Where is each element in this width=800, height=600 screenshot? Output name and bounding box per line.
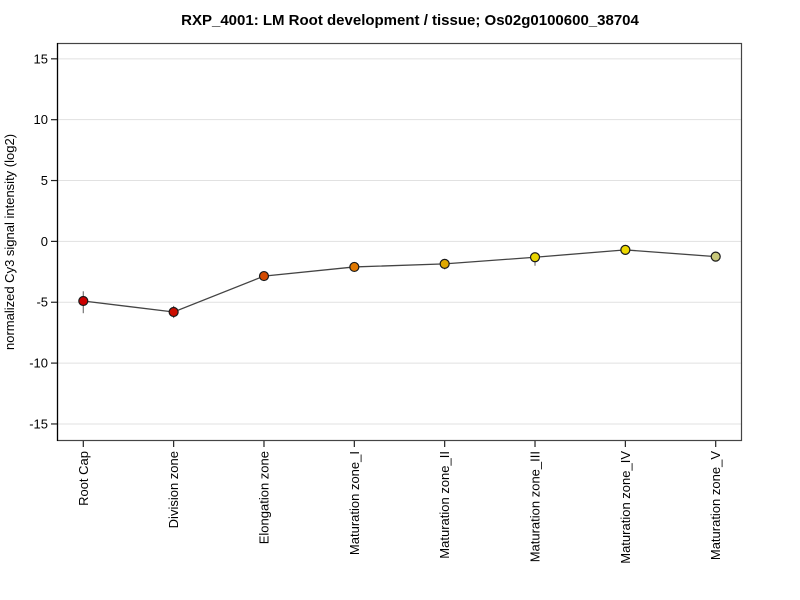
x-tick-label: Elongation zone — [256, 451, 271, 544]
data-point — [168, 306, 179, 318]
x-tick-label: Maturation zone_II — [437, 451, 452, 559]
x-tick-label: Maturation zone_V — [708, 451, 723, 560]
data-point — [78, 295, 89, 307]
series-line — [83, 249, 716, 313]
axis-layer — [51, 42, 743, 447]
data-point — [620, 244, 631, 256]
y-tick-label: 15 — [34, 51, 48, 66]
tick-label-layer: -15 -10 -5 0 5 10 15 Root Cap Division zone Elong… — [29, 51, 723, 563]
y-tick-label: 5 — [41, 173, 48, 188]
chart-title: RXP_4001: LM Root development / tissue; … — [181, 12, 639, 29]
grid-layer — [57, 58, 742, 425]
x-tick-label: Root Cap — [76, 451, 91, 506]
x-tick-label: Maturation zone_III — [528, 451, 543, 562]
x-tick-label: Maturation zone_IV — [618, 451, 633, 564]
data-point — [258, 270, 270, 282]
data-point — [439, 258, 450, 270]
data-point — [710, 251, 721, 262]
data-point — [349, 261, 360, 273]
y-tick-label: -5 — [36, 295, 48, 310]
y-tick-label: 10 — [34, 112, 48, 127]
x-tick-label: Maturation zone_I — [347, 451, 362, 555]
plot-border — [56, 42, 743, 442]
y-tick-label: -15 — [29, 416, 48, 431]
series-layer — [78, 244, 721, 319]
x-tick-label: Division zone — [166, 451, 181, 528]
y-tick-label: -10 — [29, 356, 48, 371]
data-point — [529, 252, 541, 263]
y-axis-label: normalized Cy3 signal intensity (log2) — [2, 134, 17, 350]
y-tick-label: 0 — [41, 234, 48, 249]
